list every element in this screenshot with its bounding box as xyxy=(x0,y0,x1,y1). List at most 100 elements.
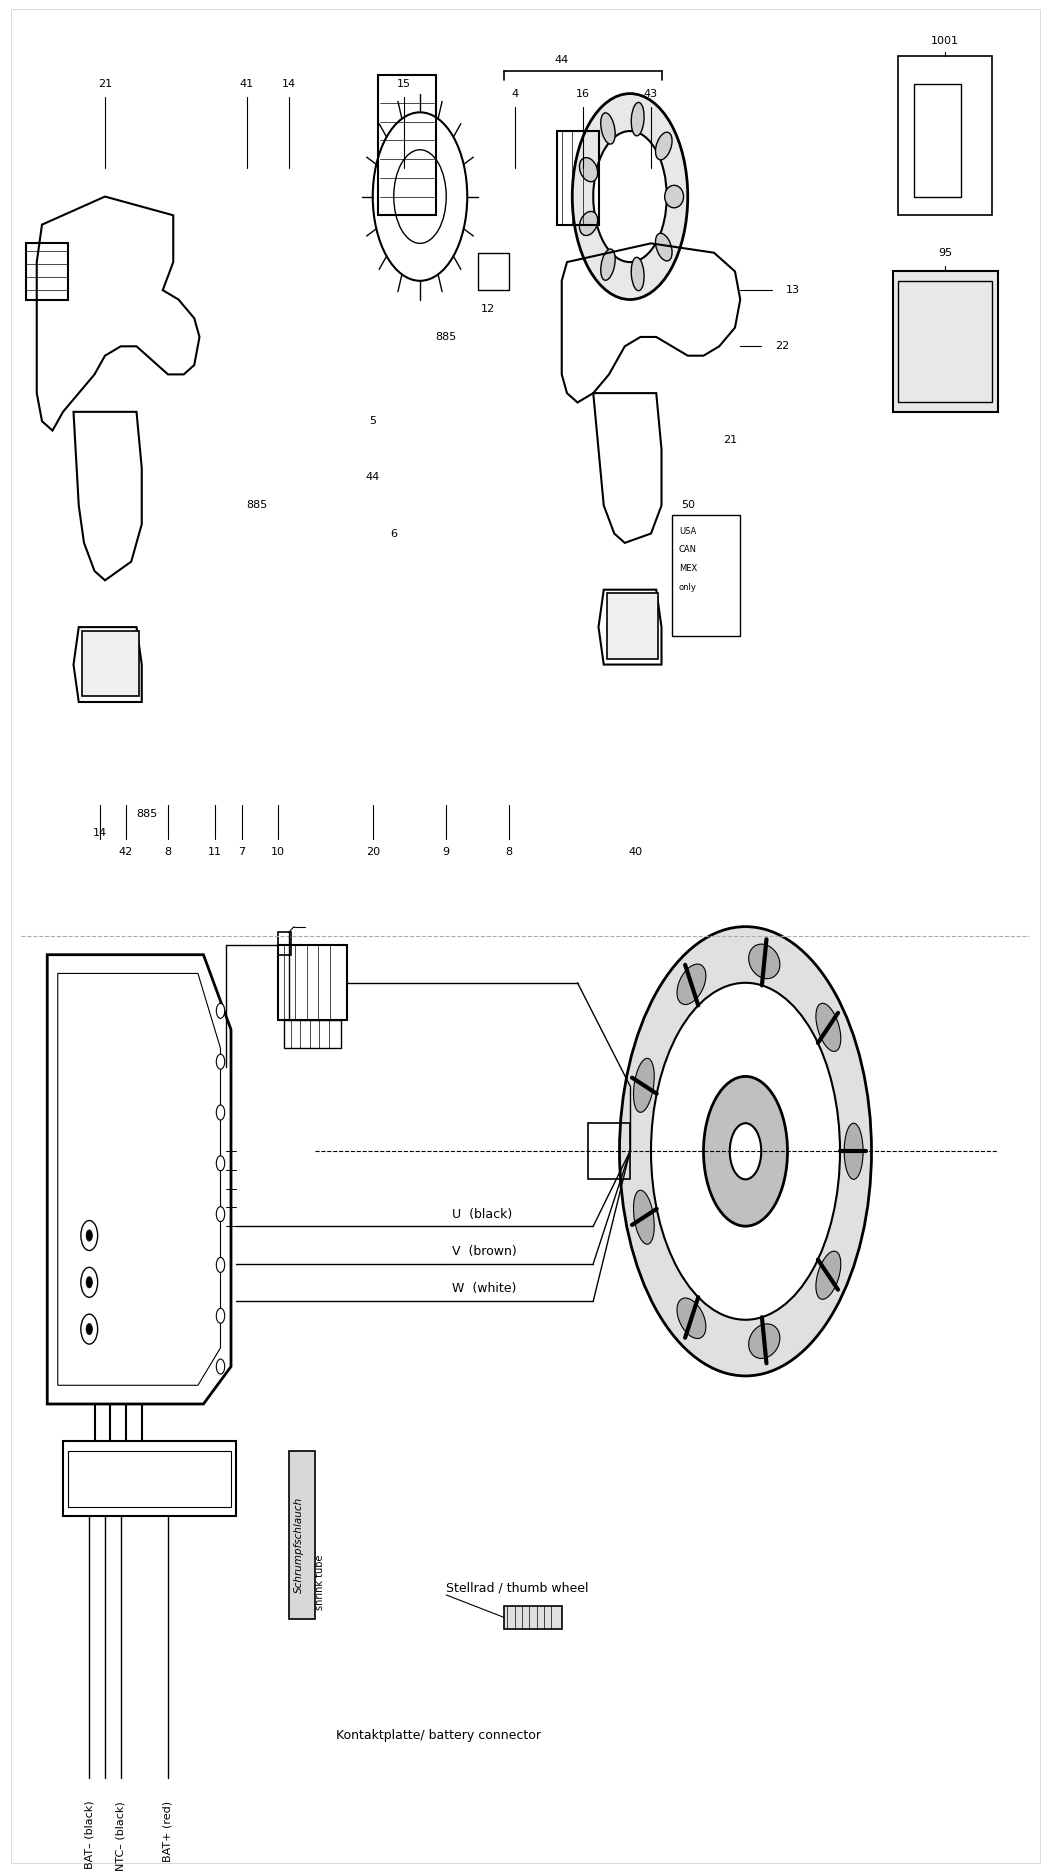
Text: U  (black): U (black) xyxy=(452,1207,511,1221)
Text: 4: 4 xyxy=(511,88,518,99)
Text: 14: 14 xyxy=(92,827,107,839)
Circle shape xyxy=(216,1359,225,1374)
Circle shape xyxy=(81,1267,98,1297)
Text: 21: 21 xyxy=(98,79,112,90)
Ellipse shape xyxy=(677,1297,706,1338)
Ellipse shape xyxy=(816,1250,841,1299)
Bar xyxy=(278,945,346,1020)
Circle shape xyxy=(572,94,688,300)
Ellipse shape xyxy=(601,112,615,144)
Ellipse shape xyxy=(631,103,644,137)
Bar xyxy=(478,253,509,290)
Circle shape xyxy=(216,1054,225,1069)
Text: USA: USA xyxy=(679,526,696,535)
Circle shape xyxy=(593,131,667,262)
Circle shape xyxy=(651,983,840,1320)
Text: 95: 95 xyxy=(938,247,952,258)
Circle shape xyxy=(730,1123,761,1179)
Text: 50: 50 xyxy=(680,500,695,511)
Text: 9: 9 xyxy=(443,846,449,857)
Text: 13: 13 xyxy=(785,285,800,296)
Bar xyxy=(898,56,992,215)
Bar xyxy=(556,131,598,225)
Bar xyxy=(63,1441,236,1516)
Text: 14: 14 xyxy=(281,79,296,90)
Ellipse shape xyxy=(601,249,615,281)
Circle shape xyxy=(216,1258,225,1273)
Text: 1001: 1001 xyxy=(931,36,959,47)
Text: 15: 15 xyxy=(397,79,412,90)
Circle shape xyxy=(216,1104,225,1119)
Text: 42: 42 xyxy=(119,846,133,857)
Bar xyxy=(898,281,992,402)
Ellipse shape xyxy=(633,1058,654,1112)
Text: Kontaktplatte/ battery connector: Kontaktplatte/ battery connector xyxy=(336,1730,541,1741)
Circle shape xyxy=(216,1309,225,1324)
Bar xyxy=(672,515,740,636)
Text: 16: 16 xyxy=(575,88,590,99)
Ellipse shape xyxy=(844,1123,863,1179)
Text: Stellrad / thumb wheel: Stellrad / thumb wheel xyxy=(446,1582,589,1595)
Text: only: only xyxy=(678,582,697,592)
Circle shape xyxy=(81,1221,98,1250)
Bar xyxy=(588,1123,630,1179)
Circle shape xyxy=(704,1076,788,1226)
Text: 8: 8 xyxy=(506,846,512,857)
Circle shape xyxy=(216,1155,225,1170)
Ellipse shape xyxy=(665,185,684,208)
Text: shrink tube: shrink tube xyxy=(315,1554,326,1610)
Text: 7: 7 xyxy=(238,846,245,857)
Circle shape xyxy=(620,927,872,1376)
Text: 40: 40 xyxy=(628,846,643,857)
Bar xyxy=(914,84,961,197)
Text: BAT– (black): BAT– (black) xyxy=(84,1801,94,1870)
Text: 41: 41 xyxy=(239,79,254,90)
Ellipse shape xyxy=(580,157,597,182)
Text: Schrumpfschlauch: Schrumpfschlauch xyxy=(294,1496,304,1593)
Text: 44: 44 xyxy=(554,54,569,66)
Bar xyxy=(284,1020,341,1048)
Text: CAN: CAN xyxy=(678,545,697,554)
Bar xyxy=(504,1606,562,1629)
Text: 10: 10 xyxy=(271,846,286,857)
Circle shape xyxy=(86,1230,92,1241)
Text: 6: 6 xyxy=(391,528,397,539)
Text: 12: 12 xyxy=(481,303,496,314)
Ellipse shape xyxy=(655,133,672,159)
Text: BAT+ (red): BAT+ (red) xyxy=(163,1801,173,1863)
Ellipse shape xyxy=(633,1191,654,1245)
Text: 11: 11 xyxy=(208,846,223,857)
Ellipse shape xyxy=(749,943,780,979)
Text: 20: 20 xyxy=(365,846,380,857)
Bar xyxy=(892,271,998,412)
Text: 885: 885 xyxy=(136,809,158,820)
Circle shape xyxy=(86,1324,92,1335)
Bar xyxy=(278,932,291,955)
Ellipse shape xyxy=(655,234,672,260)
Bar xyxy=(82,631,139,696)
Text: 44: 44 xyxy=(365,472,380,483)
Bar xyxy=(289,1451,315,1619)
Text: 21: 21 xyxy=(722,434,737,446)
Text: W  (white): W (white) xyxy=(452,1282,516,1295)
Circle shape xyxy=(86,1277,92,1288)
Text: 885: 885 xyxy=(436,331,457,343)
Ellipse shape xyxy=(677,964,706,1005)
Text: 43: 43 xyxy=(644,88,658,99)
Circle shape xyxy=(216,1003,225,1018)
Bar xyxy=(26,243,68,300)
Text: 8: 8 xyxy=(165,846,171,857)
Ellipse shape xyxy=(816,1003,841,1052)
Circle shape xyxy=(216,1207,225,1222)
Circle shape xyxy=(81,1314,98,1344)
Bar xyxy=(68,1451,231,1507)
Text: NTC– (black): NTC– (black) xyxy=(116,1801,126,1870)
Bar xyxy=(607,593,658,659)
Text: MEX: MEX xyxy=(678,563,697,573)
Text: 885: 885 xyxy=(247,500,268,511)
Ellipse shape xyxy=(631,256,644,290)
Ellipse shape xyxy=(749,1324,780,1359)
Ellipse shape xyxy=(580,212,597,236)
Text: V  (brown): V (brown) xyxy=(452,1245,517,1258)
Bar xyxy=(378,75,436,215)
